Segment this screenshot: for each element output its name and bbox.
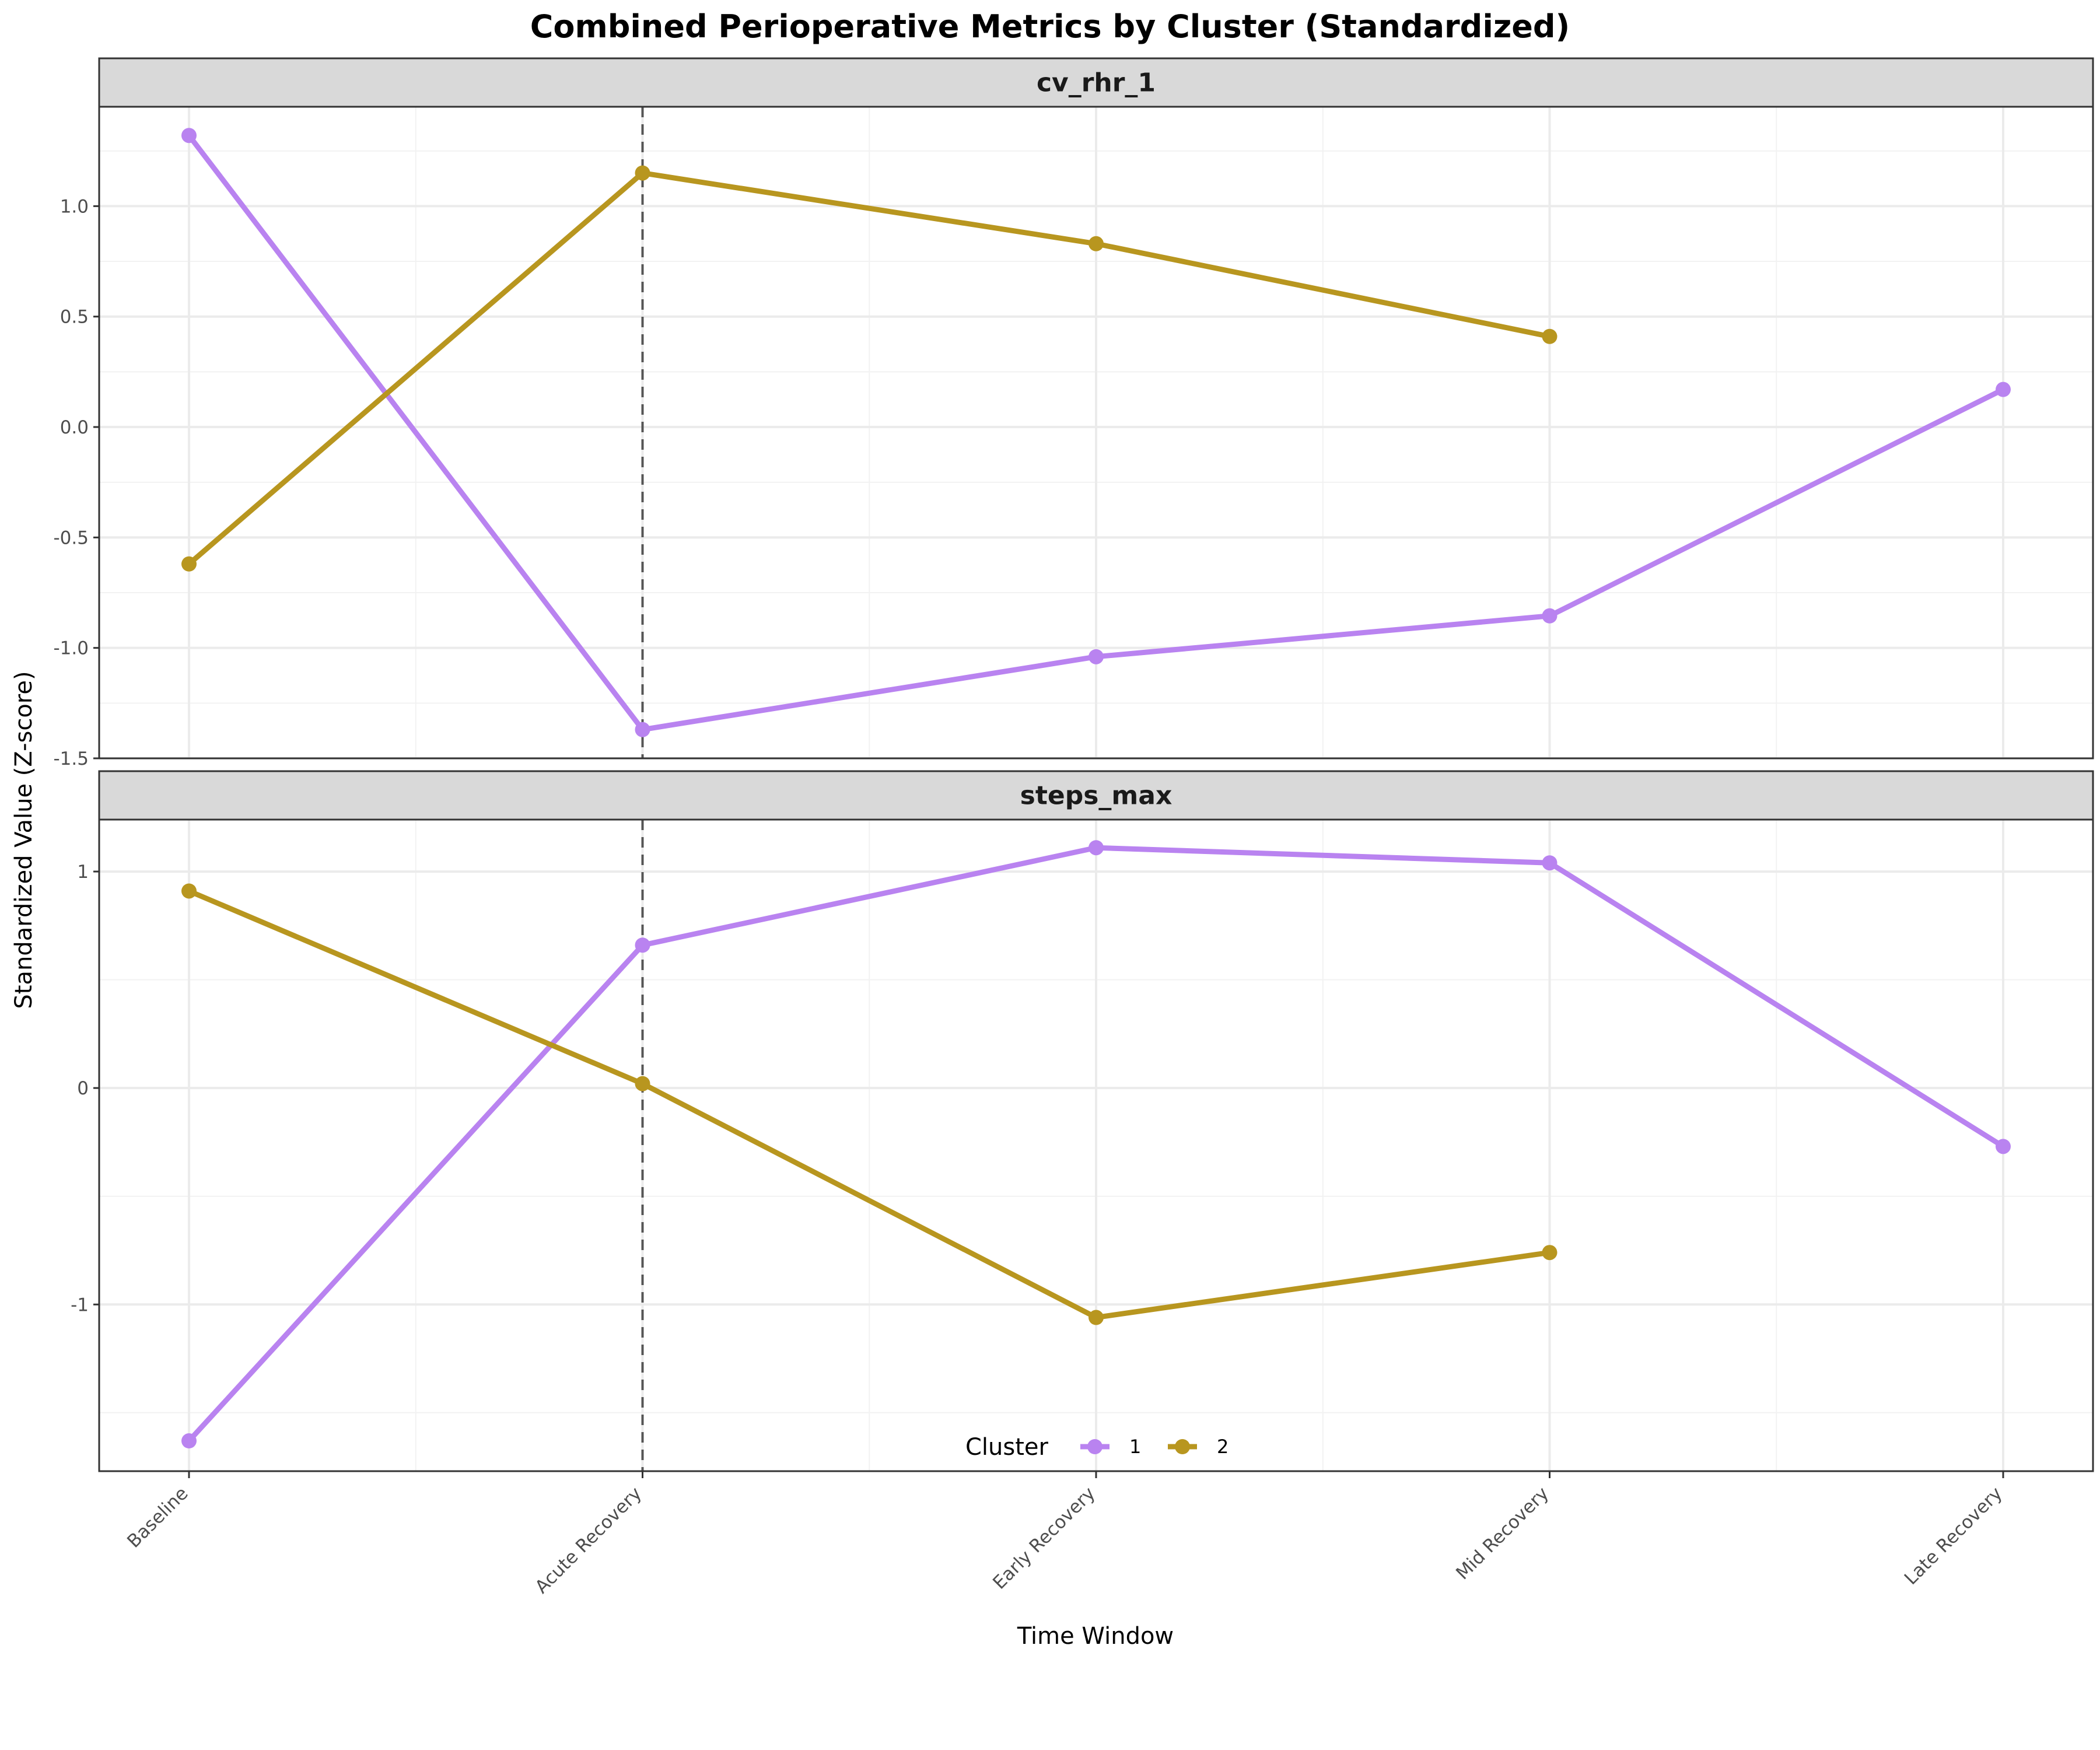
panel-strip-title: cv_rhr_1 [1037,68,1156,98]
panel-steps-max: steps_max -1 0 1 [71,770,2094,1472]
y-tick-label: -1 [71,1294,89,1315]
data-point [1542,855,1558,871]
series-cluster-1 [181,840,2011,1449]
data-point [181,128,197,144]
data-point [635,722,650,737]
legend-item-cluster-1: 1 [1080,1436,1141,1458]
panel-strip [98,770,2094,821]
series-cluster-1 [181,128,2011,737]
data-point [1542,1245,1558,1261]
data-point [1088,649,1104,664]
data-point [1542,608,1558,624]
data-point [1996,382,2011,397]
y-tick-label: -0.5 [54,527,89,548]
legend-label: 1 [1129,1436,1141,1458]
data-point [181,556,197,572]
chart-title: Combined Perioperative Metrics by Cluste… [530,8,1570,45]
y-tick-label: 0.5 [60,307,89,328]
data-point [635,165,650,181]
series-line [186,888,1552,1321]
legend-label: 2 [1217,1436,1228,1458]
data-point [181,1433,197,1449]
data-point [1088,840,1104,856]
y-axis-title: Standardized Value (Z-score) [10,671,37,1009]
panel-strip [98,57,2094,108]
legend-key-marker [1087,1439,1102,1454]
grid [99,820,2093,1471]
data-point [635,937,650,953]
series-cluster-2 [181,165,1558,572]
panel-strip-title: steps_max [1020,781,1172,811]
data-point [181,883,197,899]
data-point [1542,328,1558,344]
panel-cv-rhr-1: cv_rhr_1 -1.5 -1.0 -0.5 0.0 0.5 1.0 [54,57,2094,769]
legend: Cluster 1 2 [965,1434,1228,1461]
series-cluster-2 [181,883,1558,1325]
data-point [1088,236,1104,251]
data-point [635,1076,650,1091]
legend-key-marker [1175,1439,1190,1454]
y-tick-label: -1.5 [54,748,89,769]
y-tick-label: -1.0 [54,638,89,659]
x-axis-title: Time Window [1017,1623,1174,1650]
y-tick-label: 0.0 [60,417,89,438]
legend-item-cluster-2: 2 [1168,1436,1228,1458]
y-tick-label: 0 [77,1078,89,1099]
series-line [186,170,1552,567]
y-tick-label: 1 [77,862,89,883]
panel-border [98,106,2094,760]
legend-title: Cluster [965,1434,1049,1461]
data-point [1996,1139,2011,1154]
y-tick-label: 1.0 [60,196,89,217]
data-point [1088,1310,1104,1325]
